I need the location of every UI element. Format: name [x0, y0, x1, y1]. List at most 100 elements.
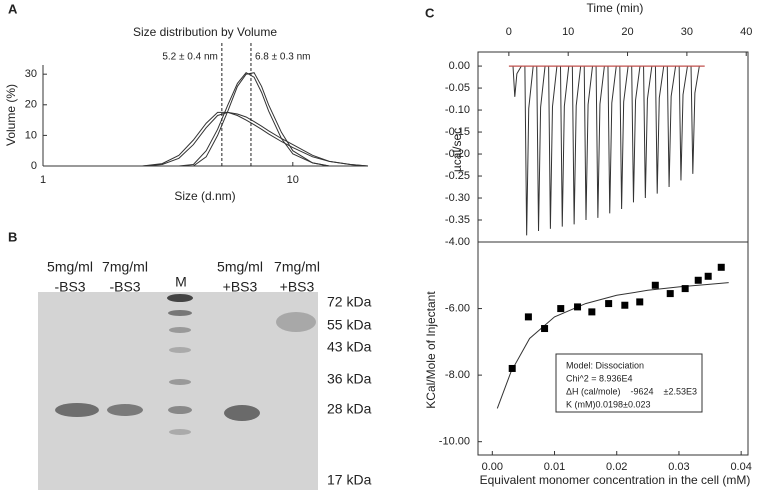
injection-peak: [631, 66, 641, 203]
fit-parameter: K (mM)0.0198±0.023: [566, 399, 650, 409]
gel-panel: B 5mg/ml -BS3 7mg/ml -BS3 M 5mg/ml +BS3 …: [8, 229, 372, 490]
injection-peak: [583, 66, 594, 221]
y-tick-label: -0.35: [445, 214, 470, 226]
y-tick-label: -0.20: [445, 148, 470, 160]
data-point: [681, 285, 689, 293]
y-tick-label: -0.15: [445, 126, 470, 138]
data-point: [588, 308, 596, 316]
data-point: [651, 281, 659, 289]
data-point: [666, 290, 674, 298]
band: [168, 406, 192, 414]
injection-peak: [559, 66, 570, 227]
y-tick-label: 30: [25, 68, 37, 80]
y-tick-label: 0: [31, 160, 37, 172]
fit-parameter: Chi^2 = 8.936E4: [566, 373, 633, 383]
data-point: [704, 272, 712, 280]
y-axis-label: KCal/Mole of Injectant: [424, 291, 438, 409]
band: [107, 404, 143, 416]
fit-parameter: ΔH (cal/mole) -9624 ±2.53E3: [566, 386, 697, 396]
band: [169, 327, 191, 333]
data-point: [541, 325, 549, 333]
y-tick-label: 10: [25, 129, 37, 141]
band: [169, 429, 191, 435]
injection-peak: [678, 65, 688, 181]
band: [276, 312, 316, 332]
data-point: [717, 263, 725, 271]
x-tick-label: 10: [562, 26, 574, 38]
data-point: [524, 313, 532, 321]
lane-label: -BS3: [54, 279, 85, 295]
size-curve: [142, 72, 368, 167]
y-tick-label: -4.00: [445, 236, 470, 248]
injection-peak: [571, 66, 582, 225]
marker-label: 28 kDa: [327, 401, 372, 417]
marker-label: 55 kDa: [327, 317, 372, 333]
fit-curve: [496, 282, 729, 409]
injection-peak: [619, 66, 629, 210]
band: [169, 347, 191, 353]
band: [55, 403, 99, 417]
marker-label: 36 kDa: [327, 371, 372, 387]
lane-label: -BS3: [109, 279, 140, 295]
data-point: [605, 300, 613, 308]
gel-image: [38, 292, 318, 490]
y-tick-label: 0.00: [449, 60, 470, 72]
injection-peak: [690, 65, 700, 174]
x-tick-label: 20: [621, 26, 633, 38]
y-tick-label: 20: [25, 99, 37, 111]
x-tick-label: 40: [740, 26, 752, 38]
data-point: [508, 364, 516, 372]
data-point: [574, 303, 582, 311]
y-tick-label: -0.05: [445, 82, 470, 94]
x-tick-label: 1: [40, 174, 46, 186]
data-point: [557, 305, 565, 313]
x-tick-label: 0.01: [544, 461, 565, 473]
panel-letter: A: [8, 1, 18, 16]
injection-peak: [607, 66, 617, 214]
x-tick-label: 30: [681, 26, 693, 38]
fit-box: [555, 353, 703, 413]
x-tick-label: 0.02: [606, 461, 627, 473]
fit-parameter: Model: Dissociation: [566, 360, 644, 370]
injection-peak: [536, 66, 546, 232]
y-tick-label: -10.00: [439, 436, 470, 448]
x-tick-label: 0.04: [730, 461, 751, 473]
lane-label: 7mg/ml: [274, 259, 320, 275]
y-tick-label: -0.25: [445, 170, 470, 182]
lane-label: 7mg/ml: [102, 259, 148, 275]
band: [224, 405, 260, 421]
y-tick-label: -0.10: [445, 104, 470, 116]
annotation: 5.2 ± 0.4 nm: [162, 52, 218, 63]
y-axis-label: µcal/sec: [450, 128, 464, 172]
y-tick-label: -0.30: [445, 192, 470, 204]
lane-label: 5mg/ml: [217, 259, 263, 275]
x-axis-label: Size (d.nm): [174, 189, 235, 203]
injection-peak: [654, 66, 665, 194]
marker-label: 17 kDa: [327, 472, 372, 488]
x-tick-label: 0.03: [668, 461, 689, 473]
injection-peak: [643, 66, 653, 199]
x-tick-label: 10: [287, 174, 299, 186]
marker-label: 72 kDa: [327, 294, 372, 310]
plot-frame: [477, 51, 749, 243]
injection-peak: [548, 66, 558, 229]
band: [168, 310, 192, 316]
data-point: [636, 298, 644, 306]
lane-label: 5mg/ml: [47, 259, 93, 275]
y-tick-label: -8.00: [445, 369, 470, 381]
data-point: [694, 276, 702, 284]
panel-letter: C: [425, 5, 435, 20]
annotation: 6.8 ± 0.3 nm: [255, 52, 311, 63]
y-tick-label: -6.00: [445, 302, 470, 314]
injection-peak: [524, 66, 534, 236]
band: [169, 379, 191, 385]
injection-peak: [595, 66, 605, 218]
lane-label: M: [175, 274, 187, 290]
size-curve: [142, 72, 368, 167]
lane-label: +BS3: [223, 279, 258, 295]
panel-letter: B: [8, 229, 17, 244]
x-axis-label: Time (min): [587, 1, 644, 15]
lane-label: +BS3: [280, 279, 315, 295]
plot-frame: [477, 241, 749, 456]
y-axis-label: Volume (%): [4, 84, 18, 146]
